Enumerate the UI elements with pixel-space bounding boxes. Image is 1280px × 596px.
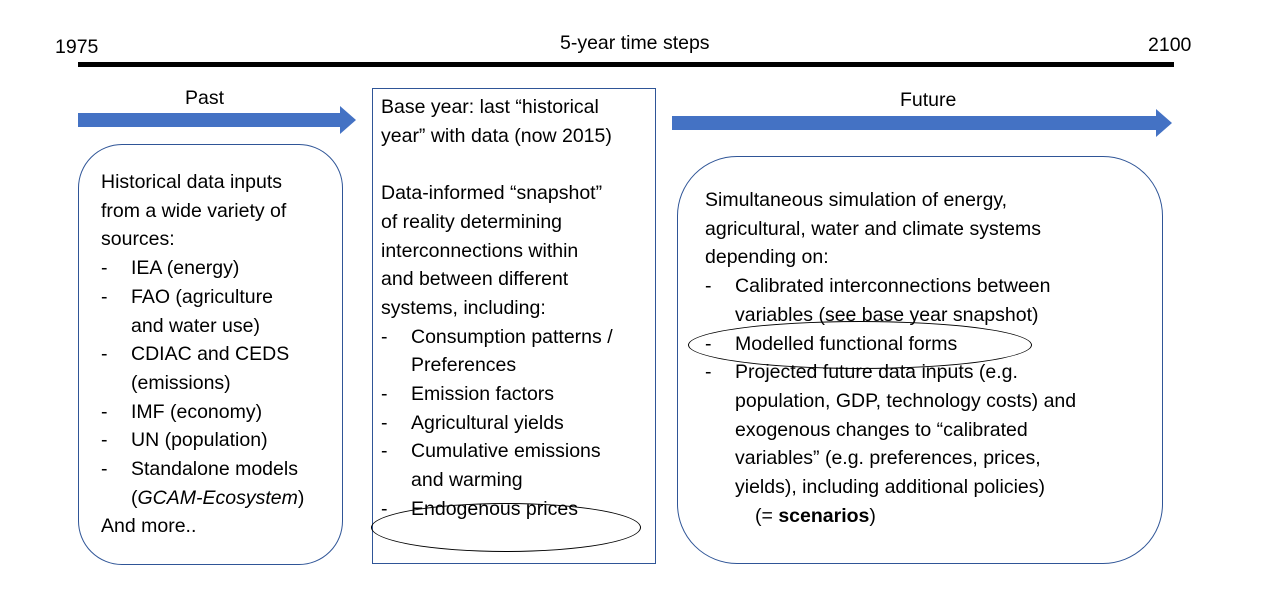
past-item-un: UN (population)	[101, 426, 341, 455]
base-box-content: Base year: last “historical year” with d…	[381, 93, 653, 524]
future-intro-line-2: agricultural, water and climate systems	[705, 217, 1041, 240]
highlight-ellipse-endogenous-prices	[371, 503, 641, 552]
timeline-label: 5-year time steps	[560, 32, 710, 54]
past-intro-line-1: Historical data inputs	[101, 171, 283, 193]
past-label: Past	[185, 87, 225, 109]
highlight-ellipse-functional-forms	[688, 321, 1032, 369]
base-intro-line-1: Data-informed “snapshot”	[381, 182, 603, 205]
past-item-standalone: Standalone models (GCAM-Ecosystem)	[101, 455, 341, 512]
base-intro-line-5: systems, including:	[381, 296, 546, 319]
base-item-emission-factors: Emission factors	[381, 380, 653, 409]
base-item-yields: Agricultural yields	[381, 409, 653, 438]
past-data-box	[78, 144, 343, 565]
past-arrow-shape	[78, 106, 356, 134]
future-arrow	[672, 109, 1174, 139]
gcam-ecosystem-text: GCAM-Ecosystem	[137, 486, 298, 509]
future-box-content: Simultaneous simulation of energy, agric…	[705, 186, 1155, 530]
future-label: Future	[900, 89, 957, 111]
future-item-projected: Projected future data inputs (e.g. popul…	[705, 358, 1155, 502]
timeline-start-year: 1975	[55, 36, 99, 58]
future-item-calibrated: Calibrated interconnections betweenvaria…	[705, 272, 1155, 329]
base-year-box	[372, 88, 656, 564]
past-item-imf: IMF (economy)	[101, 398, 341, 427]
timeline-bar	[78, 62, 1174, 67]
future-intro-line-1: Simultaneous simulation of energy,	[705, 189, 1008, 211]
past-intro-line-2: from a wide variety of	[101, 199, 287, 222]
past-intro-line-3: sources:	[101, 228, 175, 251]
past-item-iea: IEA (energy)	[101, 254, 341, 283]
base-intro-line-2: of reality determining	[381, 210, 563, 233]
past-box-content: Historical data inputs from a wide varie…	[101, 168, 341, 541]
past-arrow	[78, 105, 358, 135]
base-intro-line-3: interconnections within	[381, 239, 579, 262]
scenarios-text: scenarios	[778, 504, 870, 527]
base-intro-line-4: and between different	[381, 268, 569, 291]
timeline-end-year: 2100	[1148, 34, 1192, 56]
scenarios-note: (= scenarios)	[755, 504, 876, 527]
base-title-line-1: Base year: last “historical	[381, 96, 599, 118]
base-item-consumption: Consumption patterns /Preferences	[381, 323, 653, 380]
future-simulation-box	[677, 156, 1163, 564]
past-item-cdiac: CDIAC and CEDS(emissions)	[101, 340, 341, 397]
future-intro-line-3: depending on:	[705, 246, 829, 269]
past-outro: And more..	[101, 515, 197, 538]
base-title-line-2: year” with data (now 2015)	[381, 124, 612, 147]
future-arrow-shape	[672, 109, 1172, 137]
